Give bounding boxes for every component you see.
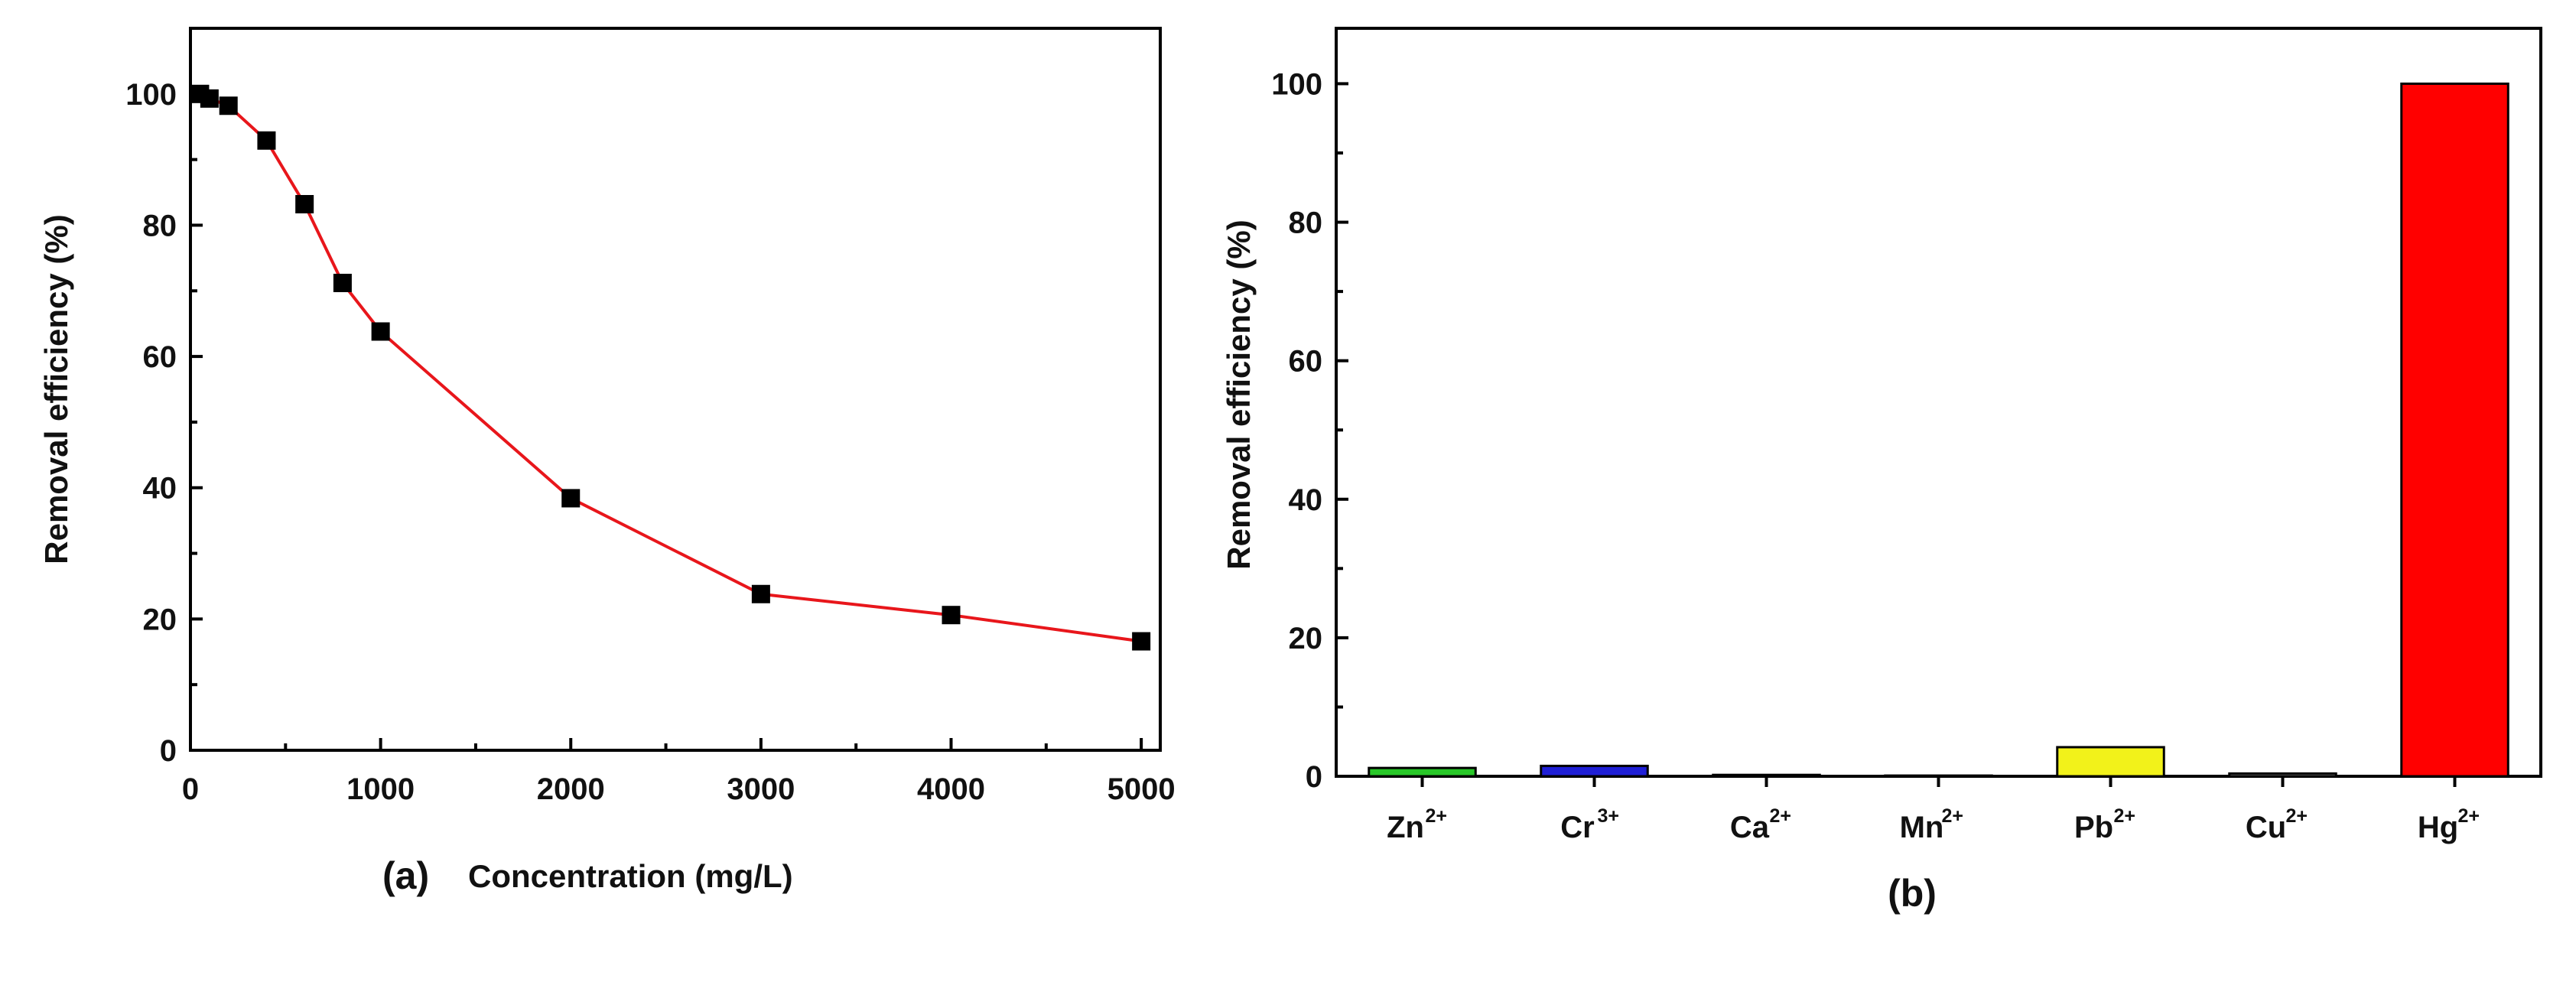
panel-b-bars <box>1368 82 2509 778</box>
panel-a-x-tick-label: 1000 <box>346 772 415 806</box>
panel-a-x-tick-label: 5000 <box>1107 772 1176 806</box>
panel-a-markers <box>190 84 1151 651</box>
panel-b-x-axis: Zn 2+ Cr 3+ Ca 2+ Mn2+ Pb 2+ Cu 2+ Hg 2+ <box>1387 776 2480 844</box>
panel-a-data-point <box>1132 632 1151 651</box>
panel-b-x-tick-label: Ca <box>1730 811 1770 844</box>
panel-b-label: (b) <box>1888 872 1937 915</box>
panel-b-x-tick-charge: 2+ <box>2114 805 2136 827</box>
panel-b-bar <box>1368 766 1477 778</box>
panel-b-plot-frame <box>1335 27 2542 778</box>
panel-a-data-point <box>257 131 276 150</box>
panel-a-x-axis-label: Concentration (mg/L) <box>468 858 793 894</box>
panel-a-y-axis: 0 20 40 60 80 100 <box>125 78 203 768</box>
panel-b-x-tick-label: Cr <box>1560 811 1594 844</box>
panel-b-x-tick-label: Zn <box>1387 811 1424 844</box>
panel-a-x-tick-label: 3000 <box>727 772 795 806</box>
panel-b-y-axis-label: Removal efficiency (%) <box>1221 219 1257 570</box>
panel-a-series-line <box>199 92 1142 643</box>
panel-a-data-point <box>371 322 390 341</box>
panel-b-x-tick-charge: 2+ <box>1426 805 1448 827</box>
panel-a-label: (a) <box>382 854 429 897</box>
panel-a-y-tick-label: 80 <box>143 209 177 242</box>
panel-b-y-tick-label: 80 <box>1289 206 1323 240</box>
panel-a-y-tick-label: 0 <box>160 734 177 768</box>
panel-b-bar <box>2056 746 2165 778</box>
panel-b-bar <box>2400 82 2509 778</box>
panel-a-data-point <box>219 96 238 115</box>
panel-a-data-point <box>333 273 352 292</box>
panel-b-x-tick-label: Pb <box>2074 811 2113 844</box>
panel-a-y-tick-label: 100 <box>125 78 177 112</box>
panel-b-x-tick-label: Cu <box>2246 811 2286 844</box>
panel-b-bar <box>1540 764 1649 778</box>
panel-a-y-axis-label: Removal efficiency (%) <box>38 214 74 564</box>
panel-a-x-tick-label: 0 <box>182 772 199 806</box>
panel-b-y-tick-label: 20 <box>1289 622 1323 655</box>
panel-b-y-axis: 0 20 40 60 80 100 <box>1271 67 1348 794</box>
panel-b-bar <box>2228 772 2337 778</box>
panel-b-y-tick-label: 0 <box>1306 760 1322 794</box>
panel-a-data-point <box>751 584 770 603</box>
panel-a-data-point <box>942 606 961 625</box>
panel-a-data-point <box>200 89 219 108</box>
panel-a-data-point <box>295 194 314 213</box>
panel-b-bar <box>1712 773 1821 778</box>
panel-a-x-axis: 0 1000 2000 3000 4000 5000 <box>182 738 1176 806</box>
panel-b-x-tick-charge: 2+ <box>2286 805 2308 827</box>
panel-a-y-tick-label: 20 <box>143 603 177 636</box>
panel-a-line-chart: 0 20 40 60 80 100 0 1000 2000 3000 4000 5000 Remov… <box>38 27 1176 897</box>
panel-a-y-tick-label: 60 <box>143 340 177 374</box>
panel-a-data-point <box>561 489 581 508</box>
panel-a-y-tick-label: 40 <box>143 472 177 506</box>
panel-b-x-tick-label: Hg <box>2418 811 2458 844</box>
panel-b-x-tick-label: Mn <box>1900 811 1944 844</box>
panel-a-plot-frame <box>189 27 1162 752</box>
panel-b-x-tick-charge: 2+ <box>1942 805 1964 827</box>
panel-b-y-tick-label: 100 <box>1271 67 1322 101</box>
panel-a-x-tick-label: 4000 <box>917 772 985 806</box>
panel-b-y-tick-label: 40 <box>1289 483 1323 517</box>
panel-b-x-tick-charge: 3+ <box>1598 805 1620 827</box>
panel-b-y-tick-label: 60 <box>1289 345 1323 379</box>
panel-a-x-tick-label: 2000 <box>537 772 605 806</box>
panel-b-x-tick-charge: 2+ <box>2458 805 2480 827</box>
panel-b-x-tick-charge: 2+ <box>1770 805 1792 827</box>
